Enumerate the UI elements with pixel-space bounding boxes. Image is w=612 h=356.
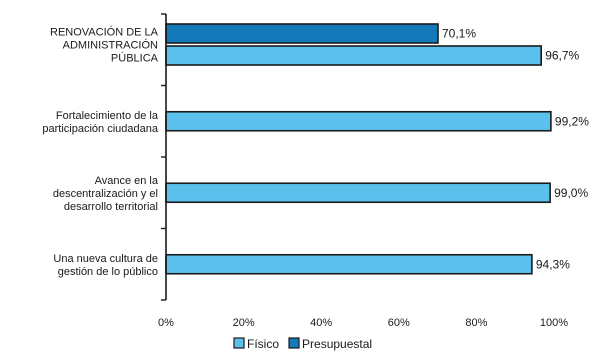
x-tick-label: 20%: [233, 317, 255, 329]
x-tick-label: 0%: [158, 317, 174, 329]
legend-label: Presupuestal: [302, 337, 372, 351]
data-label-fisico: 99,0%: [554, 186, 588, 200]
x-ticks: 0% 20% 40% 60% 80% 100%: [158, 317, 568, 329]
legend-label: Físico: [247, 337, 279, 351]
x-tick-label: 40%: [310, 317, 332, 329]
bar-fisico: [165, 45, 542, 66]
category-label: RENOVACIÓN DE LA ADMINISTRACIÓN PÚBLICA: [50, 26, 159, 65]
data-labels: 96,7% 70,1% 99,2% 99,0% 94,3%: [442, 27, 589, 272]
legend-swatch: [288, 337, 300, 349]
category-label: Una nueva cultura de gestión de lo públic…: [53, 253, 158, 278]
bar-fisico: [165, 110, 552, 132]
bar-fisico: [165, 182, 551, 204]
category-label: Avance en la descentralización y el desarr…: [53, 175, 159, 213]
category-label: Fortalecimiento de la participación ciuda…: [42, 110, 158, 135]
bars: [165, 23, 552, 275]
legend: Físico Presupuestal: [233, 337, 372, 351]
x-tick-label: 60%: [388, 317, 410, 329]
data-label-presupuestal: 70,1%: [442, 27, 476, 41]
legend-swatch: [233, 337, 245, 349]
data-label-fisico: 96,7%: [545, 49, 579, 63]
bar-presupuestal: [165, 23, 439, 44]
x-tick-label: 80%: [465, 317, 487, 329]
bar-fisico: [165, 253, 533, 275]
axes: [161, 13, 167, 301]
category-labels: RENOVACIÓN DE LA ADMINISTRACIÓN PÚBLICA For…: [42, 26, 158, 278]
data-label-fisico: 94,3%: [536, 257, 570, 271]
x-tick-label: 100%: [540, 317, 568, 329]
data-label-fisico: 99,2%: [555, 114, 589, 128]
